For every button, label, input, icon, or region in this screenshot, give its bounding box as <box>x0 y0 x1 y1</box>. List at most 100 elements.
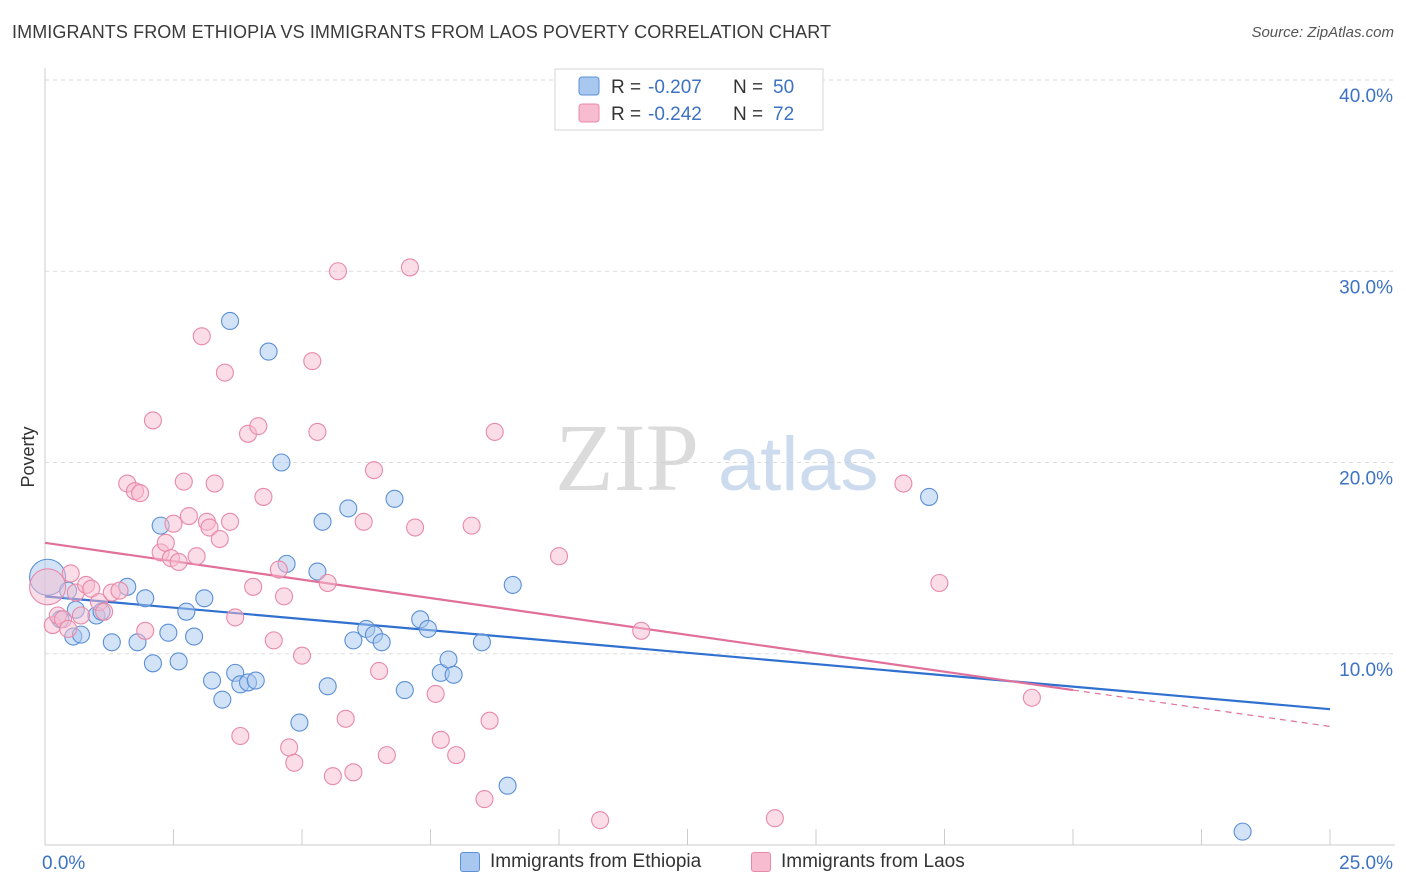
point-laos-45 <box>292 646 312 665</box>
point-ethiopia-27 <box>272 453 291 472</box>
legend-bottom-swatch-laos <box>751 852 771 872</box>
legend-item-ethiopia: Immigrants from Ethiopia <box>460 851 701 873</box>
axes <box>44 68 1395 846</box>
point-ethiopia-33 <box>339 499 358 518</box>
legend-r-value-ethiopia: -0.207 <box>648 77 702 98</box>
legend-top: R = -0.207 N = 50 R = -0.242 N = 72 <box>554 68 824 131</box>
point-ethiopia-39 <box>395 681 414 700</box>
legend-swatch-laos <box>578 103 600 123</box>
point-laos-65 <box>485 422 504 441</box>
trend-line-laos-extension <box>1072 689 1331 728</box>
point-ethiopia-20 <box>213 690 232 709</box>
legend-bottom-label-laos: Immigrants from Laos <box>781 851 965 872</box>
x-tick-label-1: 25.0% <box>1339 853 1393 874</box>
point-ethiopia-43 <box>439 650 458 669</box>
grid-lines <box>45 79 1395 655</box>
point-laos-5 <box>61 564 80 583</box>
point-laos-13 <box>110 581 129 600</box>
point-ethiopia-45 <box>472 633 491 652</box>
point-ethiopia-41 <box>418 619 437 638</box>
legend-box <box>554 68 824 131</box>
point-laos-43 <box>280 738 299 757</box>
y-tick-label-2: 30.0% <box>1339 277 1393 298</box>
point-ethiopia-38 <box>385 489 404 508</box>
point-laos-16 <box>131 484 150 503</box>
legend-r-value-laos: -0.242 <box>648 104 702 125</box>
y-tick-label-1: 20.0% <box>1339 469 1393 490</box>
point-laos-23 <box>169 552 188 572</box>
point-laos-49 <box>323 767 342 786</box>
legend-n-value-ethiopia: 50 <box>773 77 794 98</box>
legend-n-value-laos: 72 <box>773 104 794 125</box>
point-laos-26 <box>187 547 206 566</box>
point-laos-17 <box>136 621 155 640</box>
point-laos-0 <box>29 568 67 606</box>
trend-lines <box>44 541 1331 728</box>
point-laos-11 <box>95 602 114 621</box>
point-ethiopia-48 <box>920 487 939 506</box>
point-laos-63 <box>475 790 494 809</box>
tick-labels: 10.0% 20.0% 30.0% 40.0% 0.0% 25.0% <box>42 86 1393 874</box>
point-laos-47 <box>308 422 327 441</box>
point-ethiopia-18 <box>195 589 214 608</box>
point-laos-27 <box>192 327 211 346</box>
legend-r-label-laos: R = <box>611 104 641 125</box>
point-ethiopia-25 <box>246 671 265 690</box>
point-laos-29 <box>200 518 219 537</box>
point-ethiopia-21 <box>220 311 240 331</box>
watermark-atlas: atlas <box>718 422 879 507</box>
point-laos-56 <box>377 746 396 765</box>
point-ethiopia-19 <box>203 671 222 690</box>
point-laos-7 <box>71 606 91 625</box>
point-laos-32 <box>215 363 234 382</box>
point-laos-25 <box>179 506 198 526</box>
point-laos-33 <box>220 512 240 531</box>
point-laos-70 <box>894 474 913 493</box>
point-laos-57 <box>400 258 419 277</box>
point-laos-50 <box>328 262 348 281</box>
point-laos-46 <box>303 352 322 371</box>
legend-bottom: Immigrants from Ethiopia Immigrants from… <box>0 851 1406 879</box>
legend-n-label-ethiopia: N = <box>733 77 763 98</box>
point-laos-72 <box>1022 688 1041 707</box>
legend-item-laos: Immigrants from Laos <box>751 851 965 873</box>
point-ethiopia-30 <box>308 562 327 581</box>
point-ethiopia-15 <box>169 652 188 671</box>
point-laos-59 <box>426 684 445 703</box>
point-ethiopia-17 <box>185 627 204 646</box>
point-laos-24 <box>174 472 193 491</box>
watermark: ZIP atlas <box>555 404 879 511</box>
point-ethiopia-31 <box>313 512 332 531</box>
point-ethiopia-16 <box>177 602 196 621</box>
legend-r-label-ethiopia: R = <box>611 77 641 98</box>
chart-title: IMMIGRANTS FROM ETHIOPIA VS IMMIGRANTS F… <box>12 22 832 42</box>
point-laos-30 <box>205 474 224 493</box>
trend-line-ethiopia <box>44 595 1331 711</box>
point-laos-44 <box>285 753 304 772</box>
point-laos-34 <box>226 608 245 627</box>
point-laos-61 <box>447 746 466 765</box>
point-ethiopia-32 <box>318 677 337 696</box>
point-laos-37 <box>244 577 263 596</box>
point-laos-68 <box>632 621 651 640</box>
point-laos-39 <box>254 487 273 506</box>
point-laos-58 <box>406 518 425 537</box>
point-laos-40 <box>264 631 283 650</box>
point-laos-53 <box>354 512 373 531</box>
point-laos-66 <box>549 547 569 566</box>
point-ethiopia-49 <box>1233 822 1252 841</box>
point-laos-52 <box>344 763 363 782</box>
point-laos-55 <box>370 661 389 681</box>
point-laos-35 <box>231 726 250 746</box>
legend-swatch-ethiopia <box>578 76 600 96</box>
point-laos-67 <box>591 811 610 830</box>
point-laos-51 <box>336 709 355 728</box>
point-ethiopia-34 <box>344 631 363 650</box>
point-laos-18 <box>143 411 162 430</box>
point-laos-60 <box>431 730 450 749</box>
point-ethiopia-29 <box>290 713 309 732</box>
point-ethiopia-46 <box>498 776 517 795</box>
point-laos-42 <box>274 587 294 606</box>
point-ethiopia-14 <box>159 623 178 642</box>
point-ethiopia-12 <box>143 654 162 673</box>
